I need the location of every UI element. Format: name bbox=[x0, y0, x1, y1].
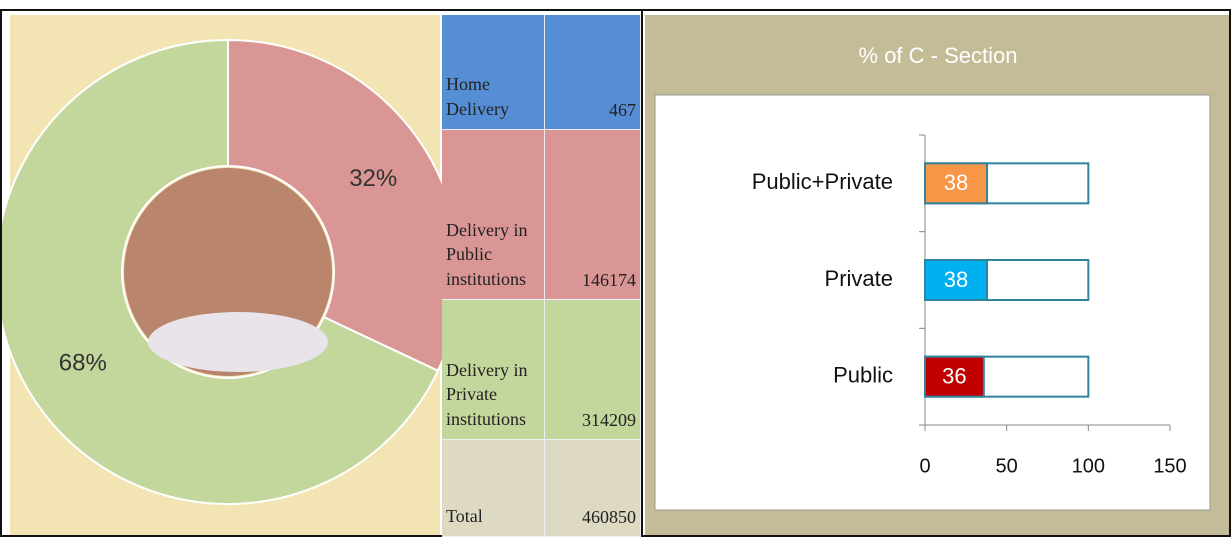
x-tick-label: 50 bbox=[996, 455, 1018, 477]
row-label: Delivery in Public institutions bbox=[442, 130, 545, 300]
category-label: Private bbox=[825, 266, 893, 291]
x-tick-label: 100 bbox=[1072, 455, 1105, 477]
category-label: Public+Private bbox=[752, 169, 893, 194]
x-tick-label: 0 bbox=[919, 455, 930, 477]
slice-label: 32% bbox=[349, 165, 397, 192]
row-value: 460850 bbox=[545, 440, 641, 537]
x-tick-label: 150 bbox=[1153, 455, 1186, 477]
plot-area bbox=[655, 95, 1210, 510]
row-label: Total bbox=[442, 440, 545, 537]
row-value: 467 bbox=[545, 15, 641, 130]
bar-value-label: 38 bbox=[944, 170, 968, 195]
row-value: 146174 bbox=[545, 130, 641, 300]
row-label: Delivery in Private institutions bbox=[442, 300, 545, 440]
page: % of C - Section 0%32%68%050100150Public… bbox=[0, 0, 1231, 537]
category-label: Public bbox=[833, 362, 893, 387]
bar-value-label: 36 bbox=[942, 363, 966, 388]
row-label: Home Delivery bbox=[442, 15, 545, 130]
row-value: 314209 bbox=[545, 300, 641, 440]
center-photo-detail bbox=[148, 312, 328, 372]
bar-title: % of C - Section bbox=[859, 43, 1018, 68]
slice-label: 68% bbox=[59, 350, 107, 377]
bar-value-label: 38 bbox=[944, 267, 968, 292]
